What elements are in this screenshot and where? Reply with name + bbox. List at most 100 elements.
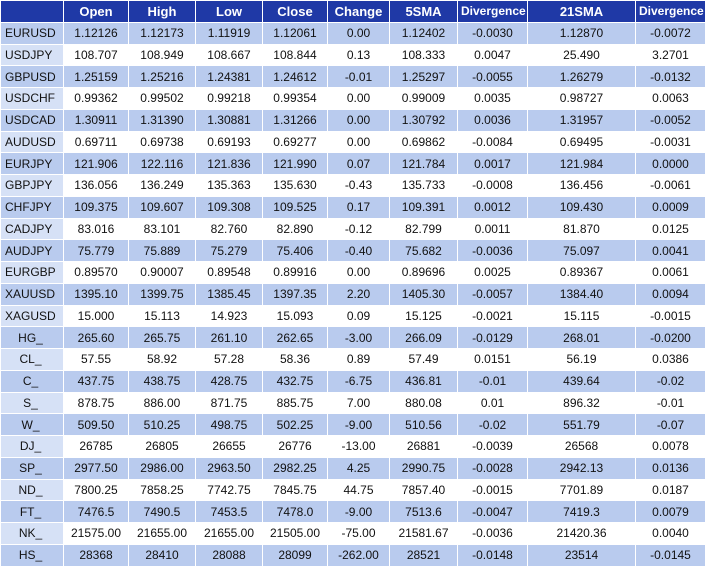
cell-low: 0.69193 [196, 131, 263, 153]
cell-divergence5: -0.0008 [458, 175, 528, 197]
cell-change: 7.00 [328, 392, 390, 414]
cell-close: 0.69277 [263, 131, 328, 153]
cell-open: 7476.5 [64, 501, 129, 523]
cell-divergence5: -0.0084 [458, 131, 528, 153]
cell-divergence5: -0.0030 [458, 22, 528, 44]
cell-sma5: 266.09 [390, 327, 458, 349]
cell-divergence21: 0.0187 [636, 479, 705, 501]
cell-high: 136.249 [129, 175, 196, 197]
cell-low: 0.99218 [196, 88, 263, 110]
cell-open: 1395.10 [64, 283, 129, 305]
cell-change: -0.40 [328, 240, 390, 262]
cell-low: 261.10 [196, 327, 263, 349]
cell-divergence5: -0.0036 [458, 240, 528, 262]
cell-symbol: CADJPY [1, 218, 64, 240]
cell-sma21: 121.984 [528, 153, 636, 175]
cell-divergence5: 0.0011 [458, 218, 528, 240]
cell-divergence21: -0.01 [636, 392, 705, 414]
cell-high: 265.75 [129, 327, 196, 349]
cell-close: 262.65 [263, 327, 328, 349]
cell-sma21: 21420.36 [528, 523, 636, 545]
cell-open: 2977.50 [64, 457, 129, 479]
cell-close: 502.25 [263, 414, 328, 436]
cell-symbol: AUDUSD [1, 131, 64, 153]
cell-open: 75.779 [64, 240, 129, 262]
cell-divergence21: -0.0200 [636, 327, 705, 349]
cell-open: 15.000 [64, 305, 129, 327]
cell-sma21: 0.89367 [528, 262, 636, 284]
cell-change: 0.89 [328, 349, 390, 371]
cell-symbol: XAUUSD [1, 283, 64, 305]
cell-divergence5: 0.0012 [458, 196, 528, 218]
cell-sma21: 109.430 [528, 196, 636, 218]
cell-close: 82.890 [263, 218, 328, 240]
cell-change: 0.00 [328, 131, 390, 153]
header-divergence-5: Divergence [458, 1, 528, 23]
cell-sma5: 880.08 [390, 392, 458, 414]
cell-symbol: S_ [1, 392, 64, 414]
cell-divergence21: -0.07 [636, 414, 705, 436]
cell-close: 7478.0 [263, 501, 328, 523]
cell-symbol: HS_ [1, 544, 64, 566]
cell-change: -262.00 [328, 544, 390, 566]
cell-low: 28088 [196, 544, 263, 566]
cell-close: 21505.00 [263, 523, 328, 545]
cell-low: 7453.5 [196, 501, 263, 523]
cell-sma5: 82.799 [390, 218, 458, 240]
cell-high: 886.00 [129, 392, 196, 414]
cell-change: -13.00 [328, 436, 390, 458]
cell-symbol: EURUSD [1, 22, 64, 44]
cell-divergence5: -0.0015 [458, 479, 528, 501]
cell-low: 108.667 [196, 44, 263, 66]
cell-sma5: 2990.75 [390, 457, 458, 479]
cell-divergence5: -0.0129 [458, 327, 528, 349]
cell-sma21: 75.097 [528, 240, 636, 262]
cell-high: 108.949 [129, 44, 196, 66]
cell-symbol: HG_ [1, 327, 64, 349]
cell-change: -9.00 [328, 501, 390, 523]
header-close: Close [263, 1, 328, 23]
cell-open: 1.30911 [64, 109, 129, 131]
cell-divergence21: 0.0040 [636, 523, 705, 545]
header-row: Open High Low Close Change 5SMA Divergen… [1, 1, 705, 23]
cell-sma5: 135.733 [390, 175, 458, 197]
cell-low: 135.363 [196, 175, 263, 197]
cell-close: 885.75 [263, 392, 328, 414]
cell-sma5: 75.682 [390, 240, 458, 262]
cell-change: -6.75 [328, 370, 390, 392]
cell-divergence21: 0.0386 [636, 349, 705, 371]
cell-high: 109.607 [129, 196, 196, 218]
cell-divergence5: -0.0057 [458, 283, 528, 305]
header-open: Open [64, 1, 129, 23]
cell-symbol: GBPUSD [1, 66, 64, 88]
cell-high: 0.99502 [129, 88, 196, 110]
cell-high: 438.75 [129, 370, 196, 392]
cell-high: 0.69738 [129, 131, 196, 153]
cell-high: 7858.25 [129, 479, 196, 501]
cell-high: 15.113 [129, 305, 196, 327]
cell-symbol: SP_ [1, 457, 64, 479]
cell-open: 1.12126 [64, 22, 129, 44]
cell-low: 109.308 [196, 196, 263, 218]
cell-open: 109.375 [64, 196, 129, 218]
cell-sma5: 0.69862 [390, 131, 458, 153]
cell-divergence5: -0.02 [458, 414, 528, 436]
cell-symbol: W_ [1, 414, 64, 436]
cell-high: 58.92 [129, 349, 196, 371]
cell-close: 1.24612 [263, 66, 328, 88]
